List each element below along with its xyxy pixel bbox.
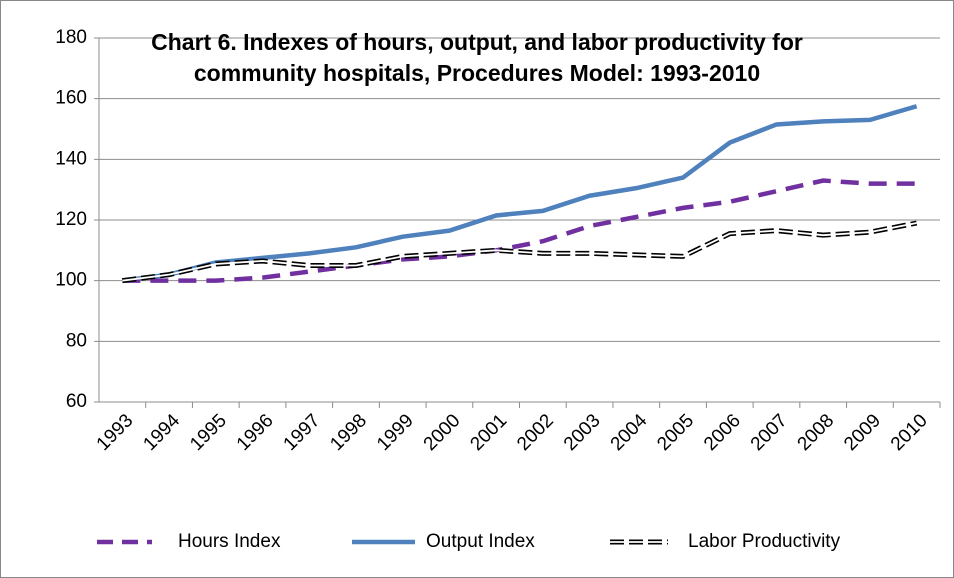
chart-title: Chart 6. Indexes of hours, output, and l… <box>151 29 803 86</box>
legend-label: Hours Index <box>178 531 281 552</box>
y-tick-label: 120 <box>55 209 87 230</box>
line-series <box>122 178 917 283</box>
y-tick-label: 80 <box>66 330 87 351</box>
y-tick-label: 180 <box>55 27 87 48</box>
y-tick-label: 160 <box>55 88 87 109</box>
y-tick-label: 100 <box>55 270 87 291</box>
legend-label: Output Index <box>426 531 535 552</box>
y-tick-label: 140 <box>55 148 87 169</box>
y-tick-label: 60 <box>66 391 87 412</box>
line-series <box>122 104 918 283</box>
line-series-inner <box>122 222 917 282</box>
legend-label: Labor Productivity <box>688 531 841 552</box>
